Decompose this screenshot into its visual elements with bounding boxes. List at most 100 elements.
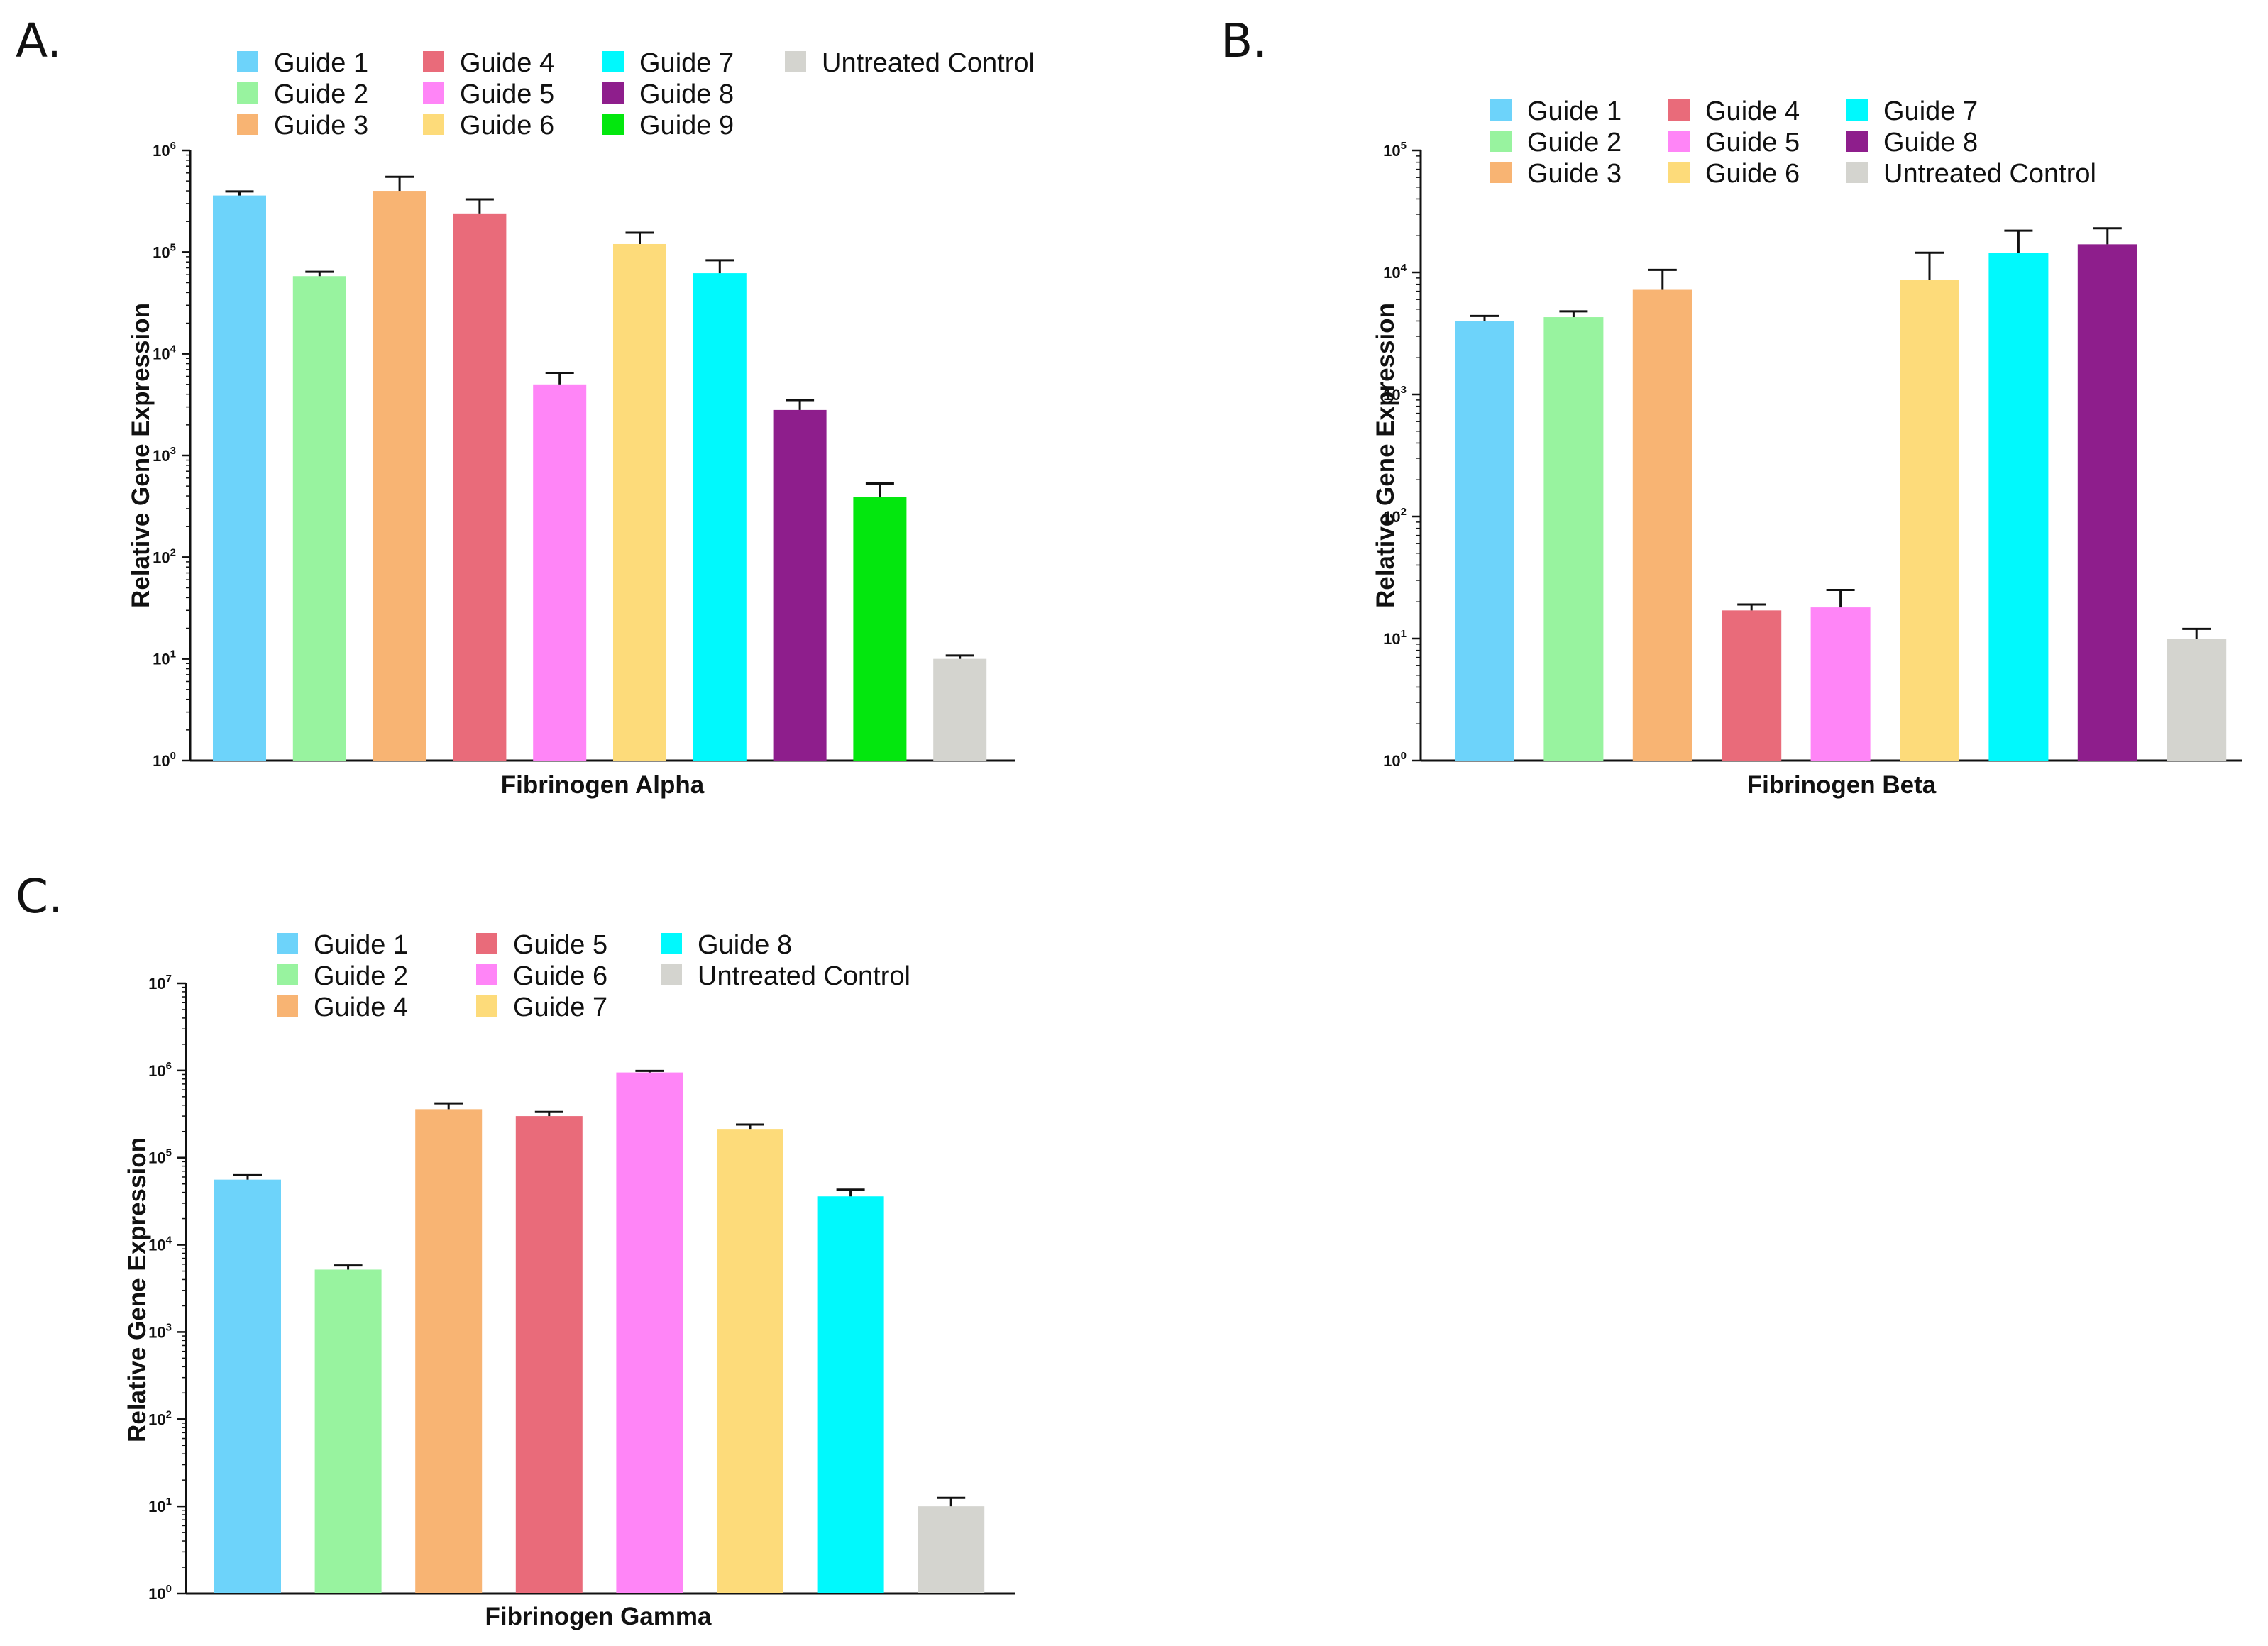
legend-swatch-guide-2 <box>1490 131 1512 152</box>
legend-label-guide-2: Guide 2 <box>1527 128 1622 158</box>
legend-label-untreated-control: Untreated Control <box>822 48 1035 78</box>
y-tick-label: 105 <box>1383 140 1407 160</box>
legend-label-guide-8: Guide 8 <box>1883 128 1978 158</box>
legend-swatch-guide-5 <box>1668 131 1690 152</box>
y-tick-label: 101 <box>148 1496 172 1515</box>
legend-swatch-guide-4 <box>1668 99 1690 121</box>
legend-swatch-untreated-control <box>661 964 682 985</box>
y-tick-label: 101 <box>1383 628 1407 648</box>
y-tick-label: 106 <box>148 1060 172 1080</box>
bar-guide-7 <box>717 1129 783 1593</box>
legend-swatch-guide-1 <box>277 933 298 954</box>
legend-swatch-guide-2 <box>237 82 258 104</box>
bar-guide-8 <box>773 409 827 761</box>
y-tick-label: 103 <box>148 1321 172 1341</box>
legend-label-guide-3: Guide 3 <box>1527 159 1622 189</box>
bar-guide-7 <box>1988 253 2049 761</box>
legend-swatch-guide-7 <box>1846 99 1868 121</box>
legend-swatch-untreated-control <box>785 51 806 72</box>
bar-guide-3 <box>373 191 426 761</box>
legend-swatch-guide-3 <box>237 114 258 135</box>
legend-swatch-untreated-control <box>1846 162 1868 183</box>
legend-label-guide-4: Guide 4 <box>460 48 554 78</box>
legend-swatch-guide-8 <box>661 933 682 954</box>
legend-swatch-guide-9 <box>602 114 624 135</box>
y-tick-label: 100 <box>1383 750 1407 770</box>
legend-swatch-guide-6 <box>423 114 444 135</box>
bar-guide-4 <box>415 1109 483 1593</box>
bar-untreated-control <box>2167 639 2227 761</box>
panel-label: A. <box>16 13 62 68</box>
legend-swatch-guide-5 <box>476 933 497 954</box>
legend-label-guide-1: Guide 1 <box>314 930 408 960</box>
panel-label: B. <box>1221 13 1267 68</box>
y-tick-label: 103 <box>153 445 176 465</box>
legend-swatch-guide-2 <box>277 964 298 985</box>
legend-swatch-guide-8 <box>1846 131 1868 152</box>
legend-swatch-guide-6 <box>476 964 497 985</box>
bar-guide-5 <box>533 384 587 761</box>
legend-label-guide-5: Guide 5 <box>513 930 607 960</box>
y-tick-label: 106 <box>153 140 176 160</box>
legend-label-guide-5: Guide 5 <box>1705 128 1800 158</box>
legend-label-guide-8: Guide 8 <box>698 930 792 960</box>
y-tick-label: 102 <box>148 1408 172 1428</box>
y-tick-label: 103 <box>1383 384 1407 404</box>
y-tick-label: 104 <box>153 343 176 363</box>
bar-guide-7 <box>693 273 747 761</box>
x-axis-title: Fibrinogen Gamma <box>485 1603 712 1630</box>
legend-swatch-guide-6 <box>1668 162 1690 183</box>
y-tick-label: 105 <box>153 241 176 261</box>
bar-guide-6 <box>1900 280 1959 761</box>
bar-guide-1 <box>213 195 266 761</box>
bar-guide-4 <box>1722 610 1782 761</box>
legend-label-guide-7: Guide 7 <box>513 993 607 1022</box>
y-tick-label: 107 <box>148 973 172 993</box>
legend-label-guide-2: Guide 2 <box>314 961 408 991</box>
y-tick-label: 100 <box>153 750 176 770</box>
legend-label-untreated-control: Untreated Control <box>698 961 910 991</box>
legend-label-guide-6: Guide 6 <box>513 961 607 991</box>
bar-guide-6 <box>613 243 666 761</box>
legend-swatch-guide-8 <box>602 82 624 104</box>
bar-guide-1 <box>214 1179 281 1593</box>
y-tick-label: 105 <box>148 1147 172 1167</box>
legend-label-guide-5: Guide 5 <box>460 79 554 109</box>
legend-swatch-guide-7 <box>602 51 624 72</box>
bar-guide-1 <box>1455 321 1514 761</box>
legend-label-guide-6: Guide 6 <box>1705 159 1800 189</box>
y-axis-title: Relative Gene Expression <box>123 1137 151 1442</box>
legend-label-guide-9: Guide 9 <box>639 111 734 140</box>
legend-swatch-guide-3 <box>1490 162 1512 183</box>
bar-guide-4 <box>453 213 507 761</box>
bar-guide-9 <box>853 497 907 761</box>
y-tick-label: 104 <box>1383 262 1407 282</box>
panel-label: C. <box>16 869 63 924</box>
legend-swatch-guide-4 <box>277 995 298 1017</box>
bar-guide-8 <box>817 1196 884 1593</box>
x-axis-title: Fibrinogen Beta <box>1747 771 1937 799</box>
legend-label-guide-4: Guide 4 <box>314 993 408 1022</box>
legend-label-guide-7: Guide 7 <box>1883 96 1978 126</box>
y-tick-label: 100 <box>148 1583 172 1603</box>
y-tick-label: 102 <box>1383 506 1407 526</box>
legend-label-guide-1: Guide 1 <box>274 48 368 78</box>
legend-swatch-guide-7 <box>476 995 497 1017</box>
legend-swatch-guide-4 <box>423 51 444 72</box>
y-tick-label: 104 <box>148 1234 172 1254</box>
bar-guide-2 <box>314 1269 382 1593</box>
legend-label-guide-6: Guide 6 <box>460 111 554 140</box>
x-axis-title: Fibrinogen Alpha <box>501 771 705 799</box>
bar-guide-8 <box>2077 244 2137 761</box>
legend-label-guide-2: Guide 2 <box>274 79 368 109</box>
y-tick-label: 101 <box>153 648 176 668</box>
legend-label-guide-8: Guide 8 <box>639 79 734 109</box>
bar-guide-3 <box>1632 289 1692 761</box>
bar-guide-2 <box>292 276 346 761</box>
bar-guide-6 <box>616 1072 683 1593</box>
legend-label-guide-4: Guide 4 <box>1705 96 1800 126</box>
y-axis-title: Relative Gene Expression <box>127 303 155 608</box>
